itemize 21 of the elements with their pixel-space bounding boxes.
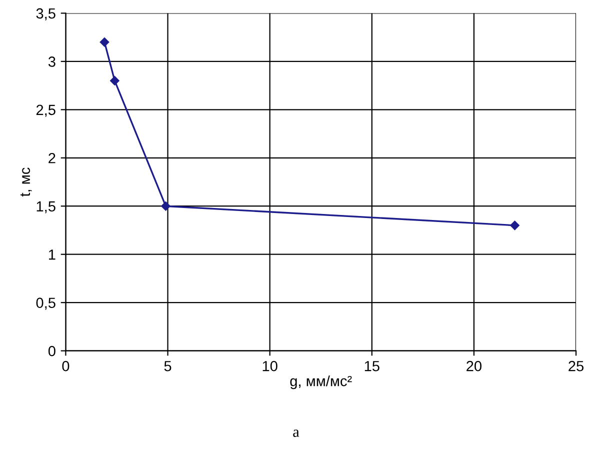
x-tick-label: 10 [262, 360, 278, 372]
y-tick-label: 2 [48, 152, 56, 164]
x-tick-label: 25 [568, 360, 584, 372]
y-tick-label: 3,5 [36, 8, 56, 20]
y-tick-label: 3 [48, 56, 56, 67]
point [161, 201, 170, 211]
y-tick-label: 1 [48, 250, 56, 260]
y-tick-label: 0 [48, 346, 56, 356]
x-tick-label: 15 [364, 361, 380, 372]
y-tick-label: 0,5 [36, 298, 56, 310]
point [100, 38, 110, 47]
y-axis-title: t, мс [20, 168, 32, 197]
x-tick-label: 20 [466, 360, 482, 372]
x-axis-title: g, мм/мс² [290, 376, 352, 390]
x-tick-label: 0 [62, 360, 70, 372]
y-tick-label: 1,5 [36, 201, 56, 214]
x-tick-label: 5 [164, 361, 172, 372]
point [110, 76, 120, 86]
text: а [293, 430, 300, 437]
point [510, 220, 520, 230]
y-tick-label: 2,5 [36, 104, 56, 117]
